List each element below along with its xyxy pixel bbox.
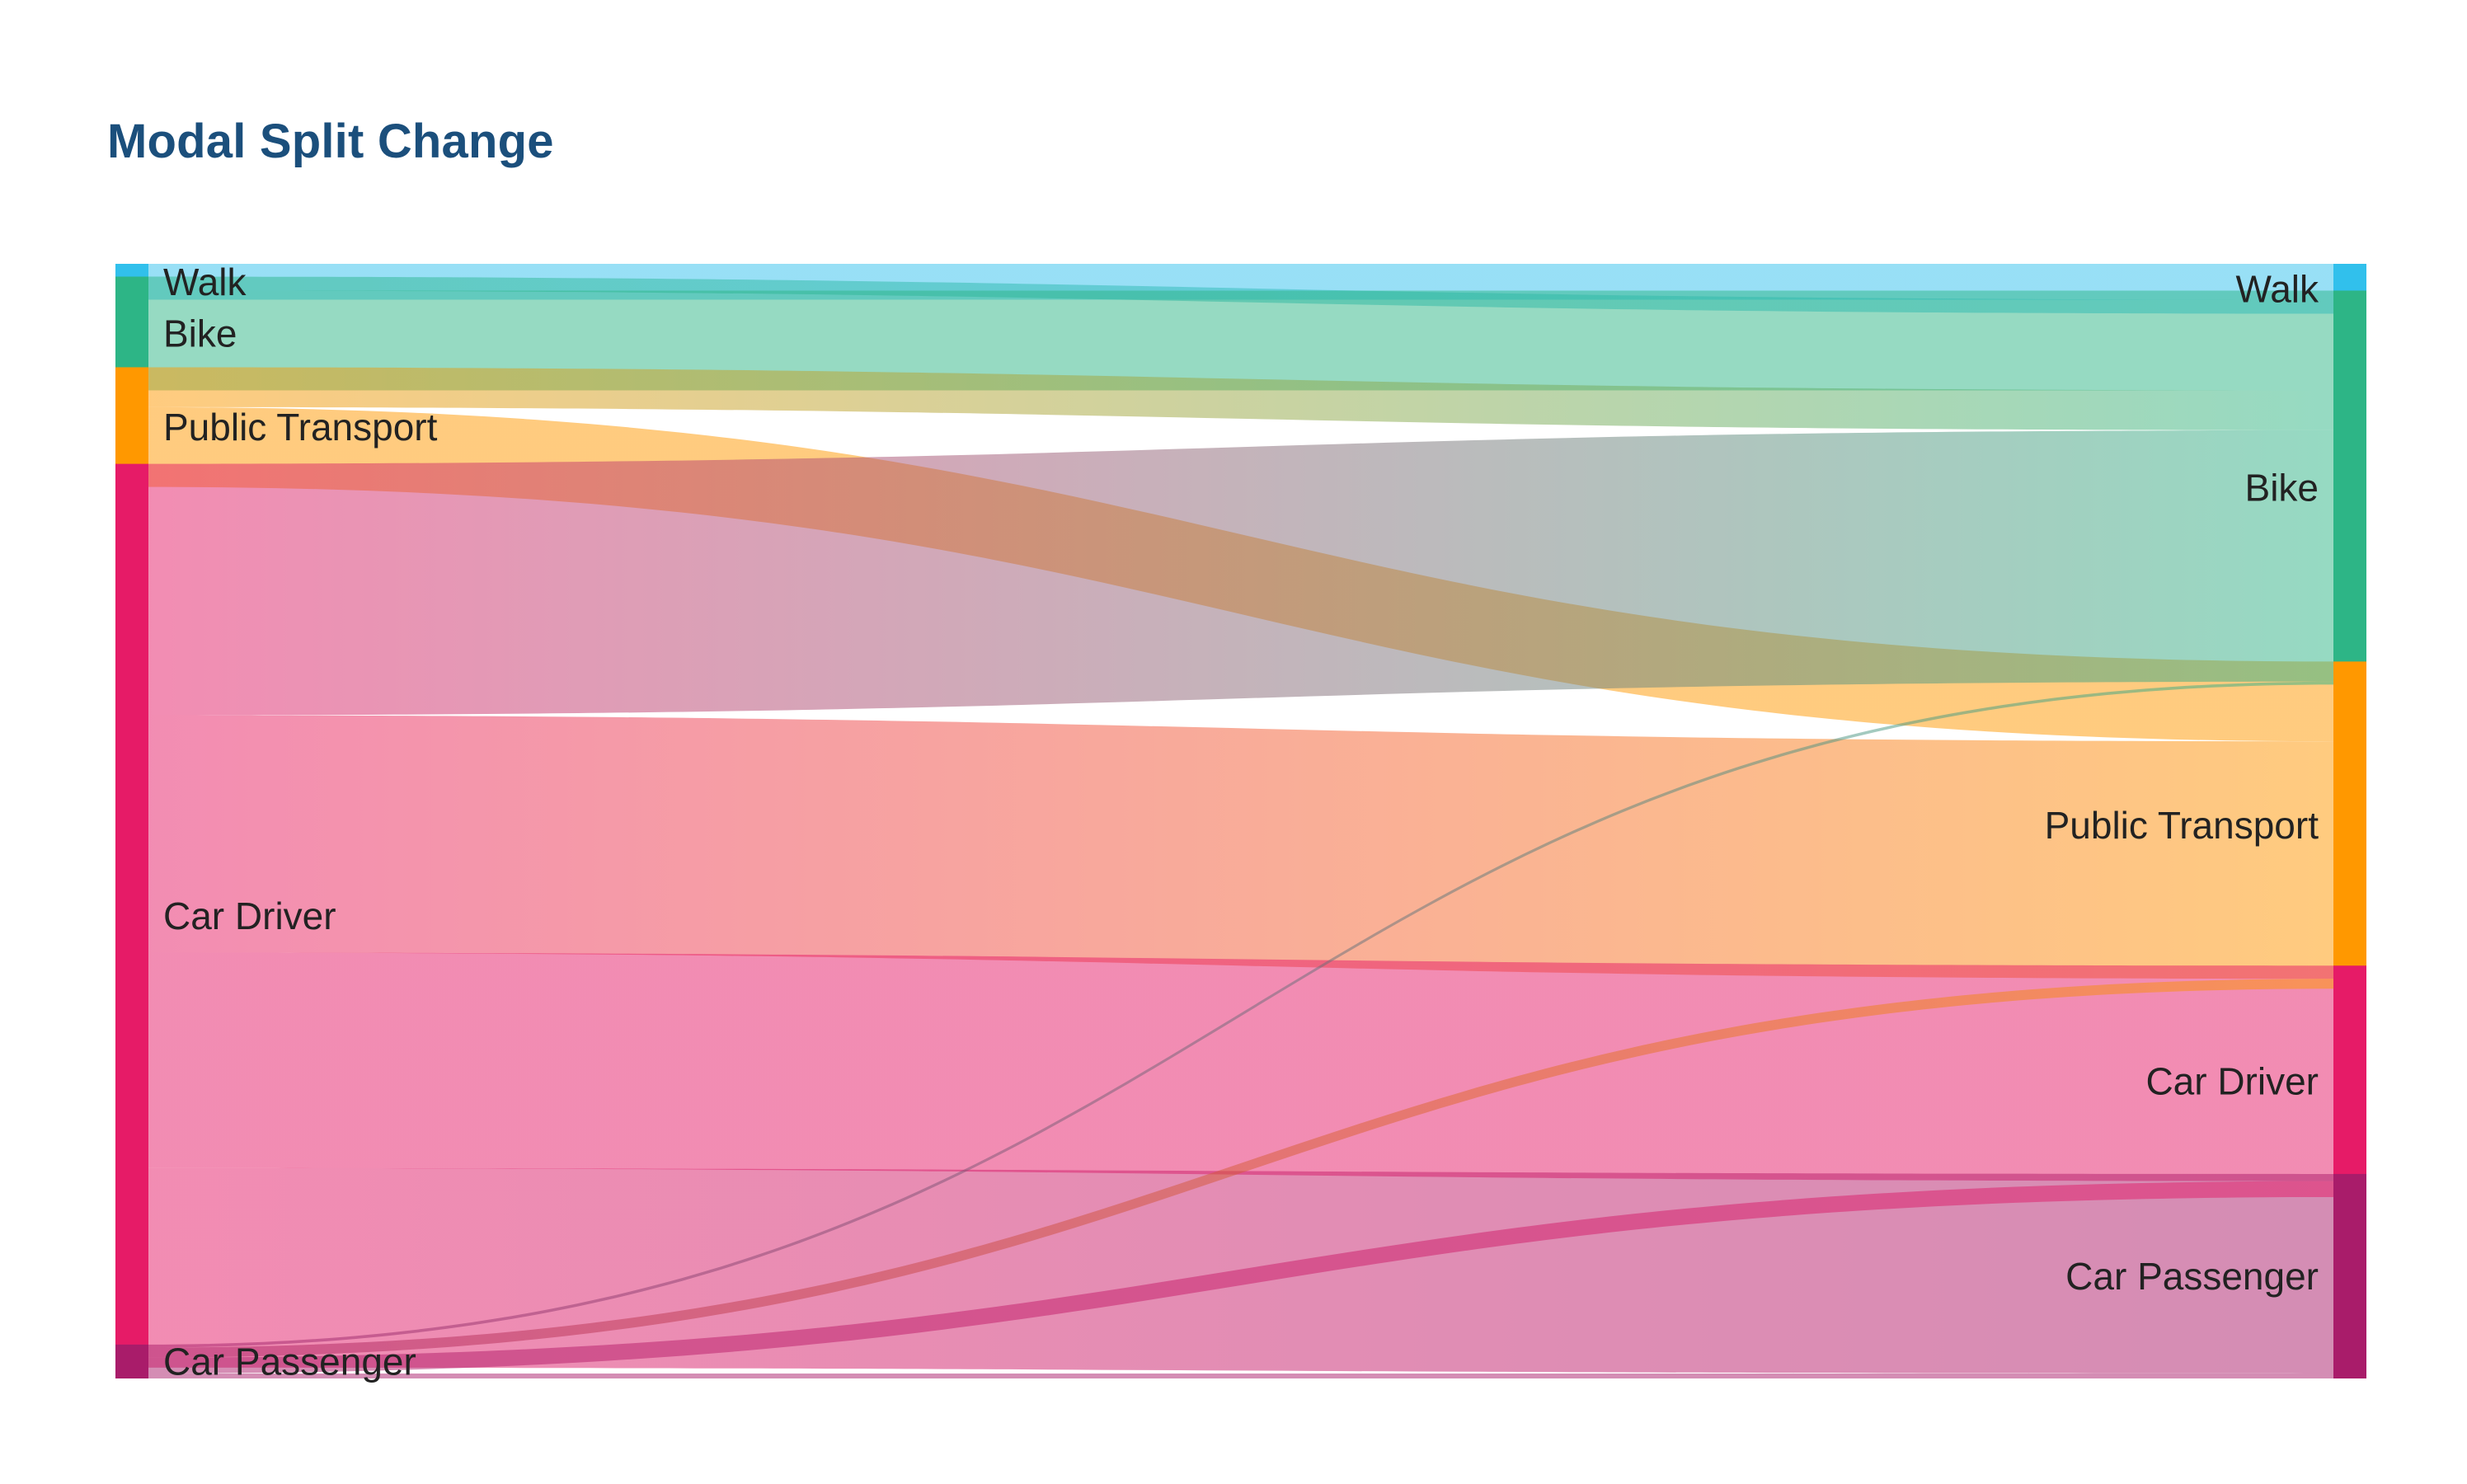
link-car-driver-to-bike[interactable] <box>148 430 2333 716</box>
node-right-car-driver[interactable] <box>2333 965 2366 1197</box>
node-label-left-public-transport: Public Transport <box>163 406 438 448</box>
link-car-passenger-to-car-driver[interactable] <box>148 1181 2333 1374</box>
link-bike-to-bike[interactable] <box>148 290 2333 391</box>
link-car-driver-to-car-driver[interactable] <box>148 952 2333 1181</box>
node-label-left-car-driver: Car Driver <box>163 895 336 937</box>
link-car-driver-to-public-transport[interactable] <box>148 715 2333 979</box>
link-car-passenger-to-public-transport[interactable] <box>148 979 2333 1358</box>
links-layer <box>148 264 2333 1378</box>
link-car-passenger-to-car-passenger[interactable] <box>148 1373 2333 1378</box>
node-left-car-passenger[interactable] <box>115 1344 148 1378</box>
nodes-layer <box>115 264 2366 1378</box>
node-left-car-driver[interactable] <box>115 463 148 1368</box>
link-car-passenger-to-bike[interactable] <box>148 681 2333 1348</box>
node-label-right-car-passenger: Car Passenger <box>2065 1255 2319 1298</box>
node-label-right-public-transport: Public Transport <box>2045 804 2319 847</box>
node-label-left-bike: Bike <box>163 312 237 355</box>
node-right-car-passenger[interactable] <box>2333 1173 2366 1378</box>
node-label-right-car-driver: Car Driver <box>2145 1060 2319 1103</box>
node-label-right-walk: Walk <box>2235 267 2319 310</box>
labels-layer: Walk Bike Public Transport Car Driver Car Pa… <box>163 261 2319 1383</box>
chart-title: Modal Split Change <box>107 115 554 168</box>
node-label-left-walk: Walk <box>163 261 247 303</box>
node-label-left-car-passenger: Car Passenger <box>163 1340 416 1383</box>
link-public-transport-to-bike[interactable] <box>148 367 2333 430</box>
node-right-bike[interactable] <box>2333 290 2366 685</box>
node-label-right-bike: Bike <box>2245 466 2319 509</box>
node-right-public-transport[interactable] <box>2333 661 2366 989</box>
